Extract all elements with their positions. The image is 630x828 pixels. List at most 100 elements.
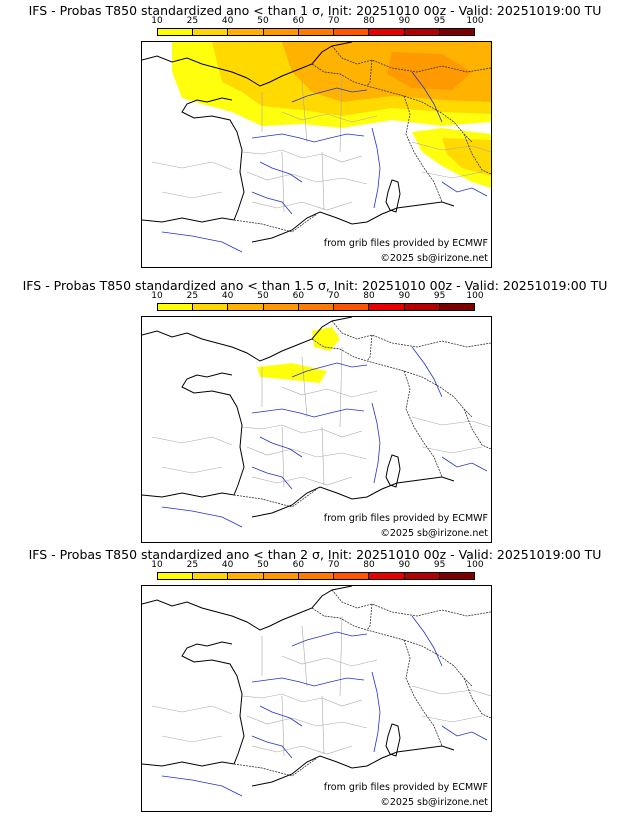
admin-boundary bbox=[246, 171, 368, 185]
colorbar-tick-label: 95 bbox=[433, 560, 446, 570]
map-drawing bbox=[142, 42, 491, 253]
coastline bbox=[142, 586, 455, 787]
admin-boundary bbox=[411, 416, 491, 454]
country-border bbox=[331, 589, 491, 617]
colorbar-tick-label: 90 bbox=[398, 16, 411, 26]
river bbox=[161, 506, 243, 528]
colorbar-segment bbox=[158, 29, 194, 35]
country-border bbox=[366, 59, 373, 87]
panel-title: IFS - Probas T850 standardized ano < tha… bbox=[28, 3, 602, 18]
river bbox=[371, 402, 381, 484]
colorbar-tick-label: 70 bbox=[327, 560, 340, 570]
colorbar-segment bbox=[439, 573, 474, 579]
admin-boundary bbox=[261, 615, 343, 757]
colorbar-tick-label: 10 bbox=[151, 291, 163, 301]
credit-source: from grib files provided by ECMWF bbox=[323, 782, 488, 793]
colorbar-tick-label: 40 bbox=[221, 16, 234, 26]
probability-area bbox=[257, 363, 327, 383]
admin-boundary bbox=[151, 705, 233, 743]
river bbox=[411, 346, 443, 398]
river bbox=[161, 775, 243, 797]
country-border bbox=[233, 213, 318, 233]
river bbox=[251, 677, 365, 687]
map-drawing bbox=[142, 317, 491, 528]
colorbar bbox=[157, 303, 475, 311]
forecast-map: from grib files provided by ECMWF ©2025 … bbox=[141, 585, 492, 812]
admin-boundary bbox=[411, 685, 491, 723]
colorbar-tick-label: 25 bbox=[186, 16, 199, 26]
country-border bbox=[403, 95, 443, 203]
country-border bbox=[233, 488, 318, 508]
colorbar bbox=[157, 28, 475, 36]
country-border bbox=[233, 757, 318, 777]
credit-copyright: ©2025 sb@irizone.net bbox=[380, 253, 488, 264]
river bbox=[251, 133, 365, 143]
admin-boundary bbox=[281, 386, 378, 398]
admin-boundary bbox=[411, 141, 491, 179]
colorbar-tick-label: 60 bbox=[292, 291, 305, 301]
admin-boundary bbox=[241, 693, 363, 707]
colorbar-segment bbox=[439, 29, 474, 35]
river bbox=[259, 436, 303, 458]
river bbox=[441, 725, 488, 741]
country-border bbox=[311, 607, 473, 687]
country-border bbox=[331, 320, 491, 348]
colorbar-segment bbox=[193, 304, 229, 310]
panel-title: IFS - Probas T850 standardized ano < tha… bbox=[28, 547, 602, 562]
colorbar-segment bbox=[334, 29, 370, 35]
coastline bbox=[142, 42, 455, 243]
river bbox=[251, 466, 293, 490]
colorbar-tick-label: 80 bbox=[363, 291, 375, 301]
colorbar-tick-label: 25 bbox=[186, 291, 199, 301]
river bbox=[161, 231, 243, 253]
colorbar-segment bbox=[404, 573, 440, 579]
admin-boundary bbox=[261, 71, 343, 213]
colorbar-tick-label: 40 bbox=[221, 560, 234, 570]
map-panel-1-5-sigma: IFS - Probas T850 standardized ano < tha… bbox=[0, 275, 630, 547]
river bbox=[291, 362, 368, 378]
colorbar-segment bbox=[404, 29, 440, 35]
island-corsica bbox=[385, 454, 401, 488]
country-border bbox=[403, 370, 443, 478]
colorbar-tick-label: 100 bbox=[466, 291, 484, 301]
colorbar-tick-label: 50 bbox=[257, 560, 269, 570]
country-border bbox=[366, 334, 373, 362]
colorbar-tick-label: 80 bbox=[363, 16, 375, 26]
colorbar-tick-labels: 10 25 40 50 60 70 80 90 95 100 bbox=[151, 16, 483, 28]
colorbar bbox=[157, 572, 475, 580]
colorbar-tick-label: 90 bbox=[398, 291, 411, 301]
country-border bbox=[463, 408, 491, 450]
map-panel-1-sigma: IFS - Probas T850 standardized ano < tha… bbox=[0, 0, 630, 272]
island-corsica bbox=[385, 723, 401, 757]
colorbar-tick-label: 70 bbox=[327, 291, 340, 301]
probability-area bbox=[442, 138, 491, 176]
credit-source: from grib files provided by ECMWF bbox=[323, 238, 488, 249]
colorbar-tick-label: 100 bbox=[466, 16, 484, 26]
probability-area bbox=[387, 52, 472, 90]
colorbar-segment bbox=[404, 304, 440, 310]
coastline bbox=[142, 317, 455, 518]
colorbar-tick-labels: 10 25 40 50 60 70 80 90 95 100 bbox=[151, 291, 483, 303]
colorbar-segment bbox=[334, 304, 370, 310]
panel-title: IFS - Probas T850 standardized ano < tha… bbox=[22, 278, 608, 293]
country-border bbox=[331, 45, 491, 73]
colorbar-segment bbox=[263, 29, 299, 35]
river bbox=[411, 71, 443, 123]
admin-boundary bbox=[251, 201, 353, 211]
river bbox=[441, 181, 488, 197]
admin-boundary bbox=[246, 446, 368, 460]
admin-boundary bbox=[261, 346, 343, 488]
colorbar-tick-label: 10 bbox=[151, 560, 163, 570]
credit-copyright: ©2025 sb@irizone.net bbox=[380, 528, 488, 539]
colorbar-segment bbox=[298, 573, 335, 579]
colorbar-segment bbox=[158, 573, 194, 579]
country-border bbox=[463, 677, 491, 719]
colorbar-tick-label: 60 bbox=[292, 560, 305, 570]
probability-area bbox=[312, 327, 340, 351]
colorbar-tick-label: 90 bbox=[398, 560, 411, 570]
country-border bbox=[463, 133, 491, 175]
credit-source: from grib files provided by ECMWF bbox=[323, 513, 488, 524]
river bbox=[251, 408, 365, 418]
colorbar-segment bbox=[228, 573, 264, 579]
colorbar-tick-label: 80 bbox=[363, 560, 375, 570]
